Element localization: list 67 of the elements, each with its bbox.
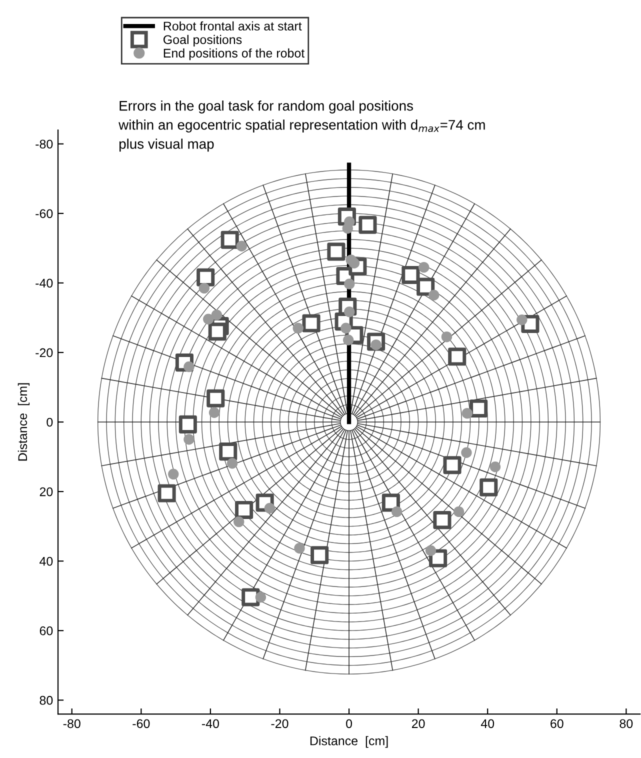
point — [443, 456, 462, 474]
x-tick-label: 80 — [620, 719, 633, 728]
x-tick-label: 20 — [412, 719, 425, 728]
point — [358, 216, 377, 234]
y-tick-label: 60 — [40, 626, 53, 636]
point — [236, 240, 247, 252]
point — [234, 516, 244, 528]
legend-label: End positions of the robot — [164, 48, 305, 60]
point — [342, 334, 354, 346]
point — [327, 242, 346, 261]
x-tick-label: -40 — [202, 719, 219, 728]
point — [516, 314, 528, 326]
y-axis-title: Distance [cm] — [18, 383, 30, 461]
point — [418, 262, 430, 273]
point — [344, 278, 355, 290]
x-tick-label: 0 — [346, 719, 352, 728]
point — [206, 389, 225, 408]
point — [425, 545, 436, 556]
y-tick-label: -80 — [36, 140, 53, 149]
point — [429, 549, 448, 568]
point — [178, 415, 197, 434]
y-tick-label: 40 — [40, 556, 53, 566]
y-tick-label: -60 — [36, 209, 53, 218]
y-tick-label: 80 — [40, 696, 53, 705]
point — [342, 223, 353, 234]
point — [490, 462, 501, 472]
point — [196, 268, 215, 286]
x-tick-label: 40 — [480, 719, 494, 728]
chart-title: Errors in the goal task for random goal positions within an egocentric spatial representation with d$_{max}$=74 cm plus visual map — [118, 100, 485, 152]
point — [235, 500, 254, 519]
y-tick-label: 20 — [40, 487, 53, 496]
point — [184, 434, 194, 445]
point — [382, 494, 400, 512]
legend-label: Goal positions — [164, 34, 242, 47]
point — [391, 506, 402, 518]
point — [428, 290, 440, 300]
point — [203, 314, 214, 324]
point — [168, 468, 179, 480]
point — [448, 348, 466, 366]
point — [402, 266, 420, 284]
point — [433, 511, 452, 530]
point — [220, 230, 239, 249]
point — [255, 592, 266, 603]
point — [219, 442, 238, 461]
point — [310, 546, 329, 564]
legend-label: Robot frontal axis at start — [164, 21, 302, 31]
point — [208, 322, 226, 341]
point — [208, 407, 220, 418]
y-tick-label: 0 — [46, 418, 53, 427]
x-axis-title: Distance [cm] — [310, 736, 388, 748]
point — [346, 254, 356, 266]
point — [340, 322, 352, 334]
point — [416, 278, 435, 296]
y-tick-label: -20 — [36, 348, 53, 358]
x-tick-label: -60 — [132, 719, 150, 728]
x-tick-label: -20 — [271, 719, 288, 728]
y-tick-label: -40 — [36, 278, 53, 288]
point — [462, 408, 473, 419]
point — [302, 314, 320, 332]
point — [242, 588, 260, 606]
point — [470, 399, 488, 418]
point — [461, 447, 472, 458]
x-tick-label: -80 — [63, 719, 80, 728]
x-tick-label: 60 — [550, 719, 564, 728]
point — [480, 478, 498, 496]
point — [198, 282, 210, 294]
point — [158, 484, 176, 502]
